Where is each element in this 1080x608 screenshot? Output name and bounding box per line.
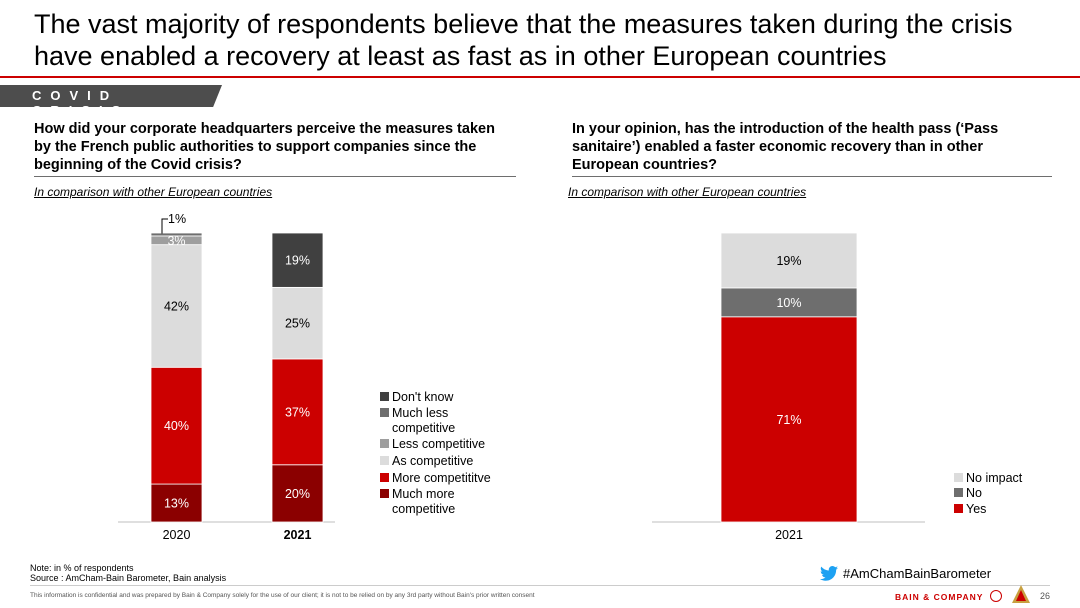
data-label-as-2021: 25% — [285, 317, 310, 331]
bar-no_impact-2021 — [720, 232, 858, 289]
bar-much_less-2020 — [150, 232, 203, 237]
footer-divider — [30, 585, 1050, 586]
twitter-icon — [820, 566, 838, 581]
bar-much_more-2021 — [271, 464, 324, 523]
legend-swatch-dont_know — [380, 392, 389, 401]
page-number: 26 — [1040, 591, 1051, 601]
legend-label-as: As competitive — [392, 454, 473, 468]
bar-more-2021 — [271, 358, 324, 466]
legend-label-no: No — [966, 486, 982, 500]
hashtag[interactable]: #AmChamBainBarometer — [820, 566, 991, 581]
bar-as-2021 — [271, 286, 324, 360]
bain-mark-icon — [990, 590, 1002, 602]
legend-label-much_more: competitive — [392, 502, 455, 516]
amcham-logo-icon — [1012, 585, 1030, 603]
section-tag: COVID CRISIS — [0, 85, 222, 107]
left-question: How did your corporate headquarters perc… — [34, 121, 495, 173]
right-question: In your opinion, has the introduction of… — [572, 121, 999, 173]
legend-swatch-no_impact — [954, 473, 963, 482]
data-label-more-2021: 37% — [285, 405, 310, 419]
note: Note: in % of respondents — [30, 563, 134, 573]
right-subtitle: In comparison with other European countr… — [568, 185, 807, 199]
legend-swatch-much_more — [380, 489, 389, 498]
hashtag-label: #AmChamBainBarometer — [843, 566, 992, 581]
legend-label-much_less: competitive — [392, 421, 455, 435]
data-label-less-2020: 3% — [167, 234, 185, 248]
data-label-more-2020: 40% — [164, 419, 189, 433]
legend-label-more: More competititve — [392, 471, 491, 485]
x-tick-label-2020: 2020 — [163, 528, 191, 542]
bar-yes-2021 — [720, 316, 858, 523]
legend-swatch-no — [954, 488, 963, 497]
x-tick-label-2021: 2021 — [775, 528, 803, 542]
bain-logo: BAIN & COMPANY — [895, 592, 984, 602]
bar-as-2020 — [150, 244, 203, 368]
legend-label-much_more: Much more — [392, 487, 455, 501]
legend-label-less: Less competitive — [392, 437, 485, 451]
legend-label-no_impact: No impact — [966, 471, 1023, 485]
legend-label-much_less: Much less — [392, 406, 448, 420]
x-tick-label-2021: 2021 — [284, 528, 312, 542]
callout-bracket — [161, 218, 168, 234]
left-question-divider — [34, 176, 516, 177]
section-tag-label: COVID CRISIS — [32, 88, 130, 118]
data-label-yes-2021: 71% — [776, 413, 801, 427]
data-label-dont_know-2021: 19% — [285, 254, 310, 268]
data-label-as-2020: 42% — [164, 299, 189, 313]
legend-swatch-less — [380, 439, 389, 448]
right-question-divider — [572, 176, 1052, 177]
legend-swatch-yes — [954, 504, 963, 513]
title-divider — [0, 76, 1080, 78]
data-label-no-2021: 10% — [776, 296, 801, 310]
slide-title: The vast majority of respondents believe… — [34, 9, 1013, 71]
legend-swatch-much_less — [380, 408, 389, 417]
bar-dont_know-2021 — [271, 232, 324, 288]
bar-more-2020 — [150, 366, 203, 485]
legend-swatch-as — [380, 456, 389, 465]
competitiveness-chart: 13% 40% 42% 3% 2020 20% 37% 25% 19% 2021 Don't kno… — [118, 212, 491, 542]
data-label-no_impact-2021: 19% — [776, 254, 801, 268]
confidential-notice: This information is confidential and was… — [30, 592, 535, 599]
left-subtitle: In comparison with other European countr… — [34, 185, 273, 199]
data-label-much_more-2021: 20% — [285, 487, 310, 501]
legend-label-dont_know: Don't know — [392, 390, 454, 404]
source: Source : AmCham-Bain Barometer, Bain ana… — [30, 573, 227, 583]
legend-label-yes: Yes — [966, 502, 986, 516]
callout-label: 1% — [168, 212, 186, 226]
bar-no-2021 — [720, 287, 858, 318]
legend-swatch-more — [380, 473, 389, 482]
data-label-much_more-2020: 13% — [164, 497, 189, 511]
